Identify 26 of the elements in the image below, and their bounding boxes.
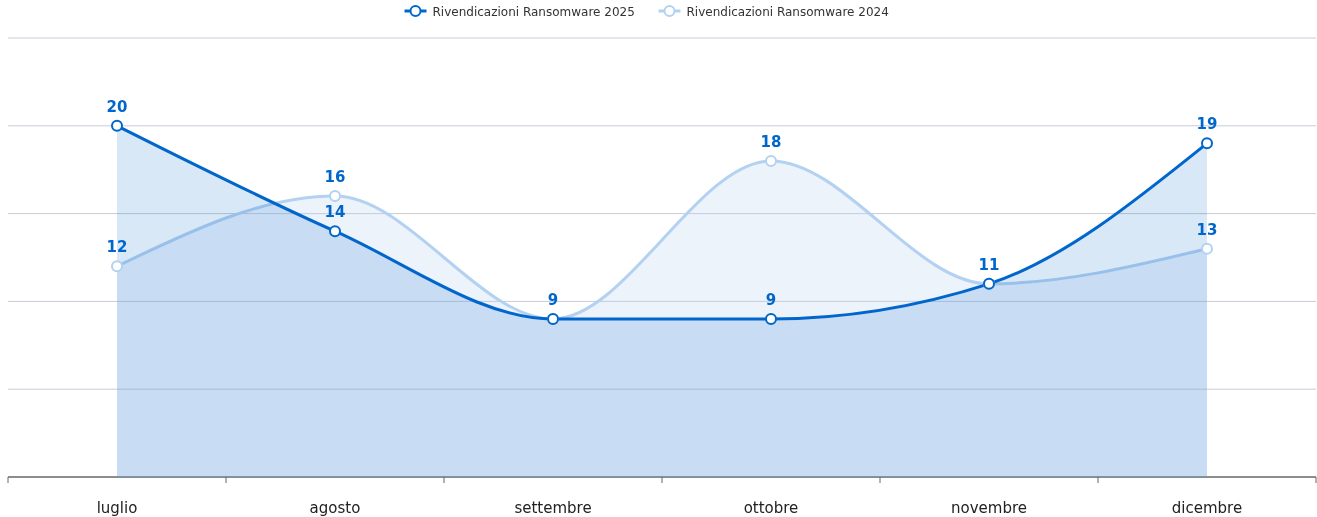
point [329,225,341,238]
data-label: 18 [760,132,782,151]
point [765,312,777,325]
point [1201,137,1213,150]
x-tick-label: settembre [514,499,592,517]
point [765,154,777,167]
point [1201,242,1213,255]
x-tick-label: dicembre [1171,499,1243,517]
data-label: 19 [1196,115,1218,134]
point [111,260,123,273]
data-label: 16 [324,168,346,187]
point [329,190,341,203]
legend-label: Rivendicazioni Ransomware 2024 [686,5,889,19]
data-label: 9 [547,290,559,309]
x-tick-label: ottobre [743,499,799,517]
data-label: 14 [324,203,346,222]
data-label: 20 [106,97,128,116]
data-label: 13 [1196,220,1218,239]
x-tick-label: agosto [309,499,361,517]
x-tick-label: luglio [96,499,138,517]
data-label: 12 [106,238,128,257]
legend-label: Rivendicazioni Ransomware 2025 [432,5,635,19]
point [111,119,123,132]
data-label: 9 [765,290,777,309]
data-label: 11 [978,255,1000,274]
x-tick-label: novembre [951,499,1027,517]
